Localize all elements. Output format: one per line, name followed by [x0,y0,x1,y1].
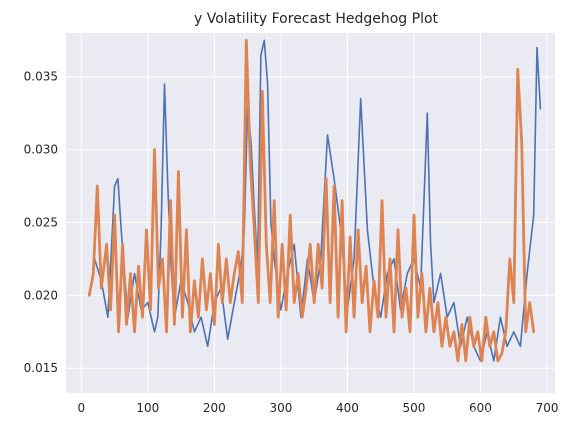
series-lines [87,38,542,363]
y-axis-ticks: 0.015 0.020 0.025 0.030 0.035 [24,70,58,375]
x-tick-label: 0 [77,401,85,415]
y-tick-label: 0.020 [24,288,58,302]
y-tick-label: 0.030 [24,143,58,157]
y-tick-label: 0.015 [24,361,58,375]
x-tick-label: 600 [469,401,492,415]
y-tick-label: 0.035 [24,70,58,84]
x-axis-ticks: 0 100 200 300 400 500 600 700 [77,401,558,415]
x-tick-label: 700 [536,401,559,415]
series-line-orange [87,38,536,363]
x-tick-label: 100 [136,401,159,415]
watermark: CSDN @平易yuyue [418,409,529,423]
plot-area [66,33,555,393]
y-tick-label: 0.025 [24,215,58,229]
grid [66,33,555,393]
x-tick-label: 300 [269,401,292,415]
x-tick-label: 200 [203,401,226,415]
x-tick-label: 400 [336,401,359,415]
chart-title: y Volatility Forecast Hedgehog Plot [194,11,439,27]
x-tick-label: 500 [403,401,426,415]
